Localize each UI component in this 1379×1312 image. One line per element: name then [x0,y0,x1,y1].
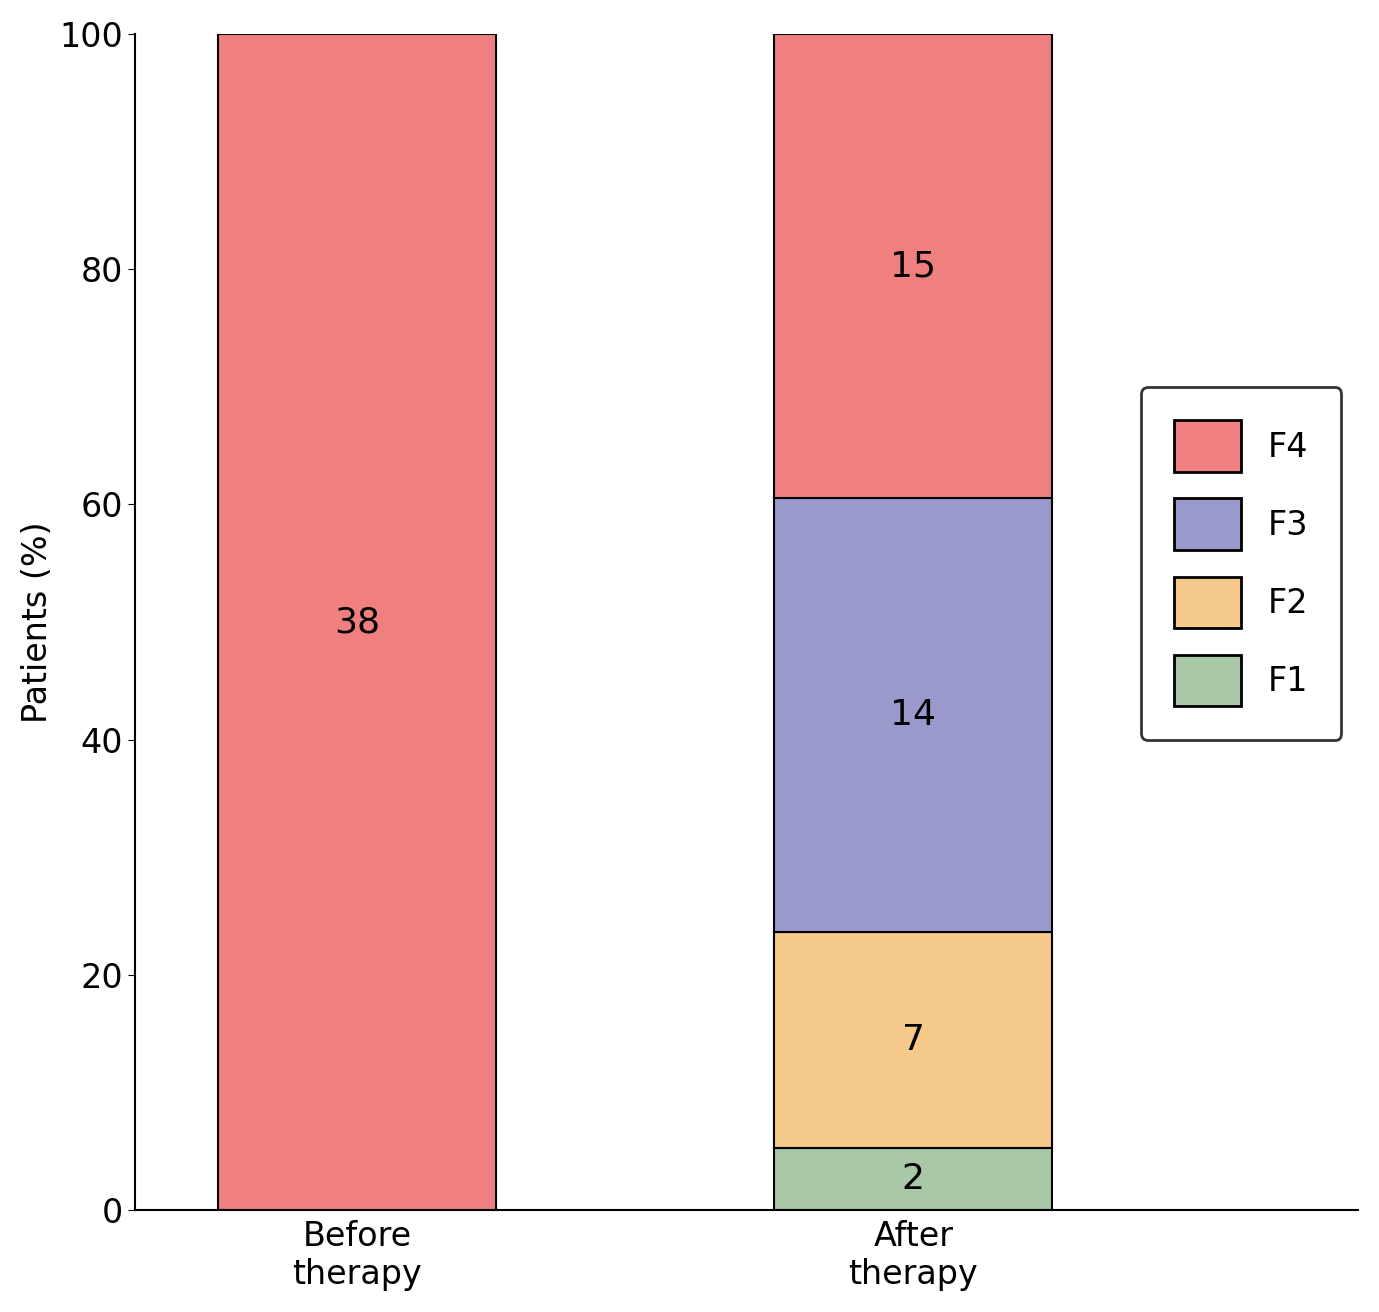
Text: 15: 15 [891,249,936,283]
Bar [775,1148,1052,1210]
Bar [775,932,1052,1148]
Text: 38: 38 [334,605,381,639]
Text: 2: 2 [902,1162,925,1197]
Text: 7: 7 [902,1023,925,1057]
Legend: F4, F3, F2, F1: F4, F3, F2, F1 [1140,387,1342,740]
Text: 14: 14 [891,698,936,732]
Y-axis label: Patients (%): Patients (%) [21,521,54,723]
Bar [218,34,496,1210]
Bar [775,499,1052,932]
Bar [775,34,1052,499]
